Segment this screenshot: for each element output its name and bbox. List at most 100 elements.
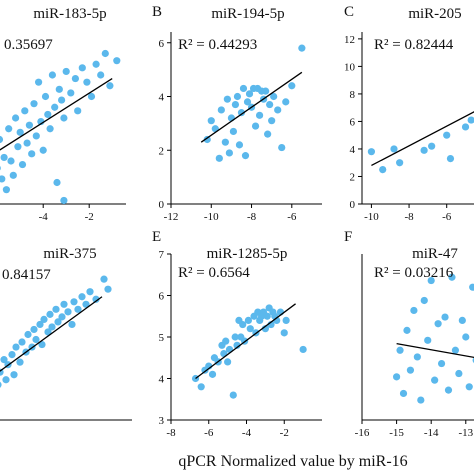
data-point [223,95,231,103]
data-point [38,340,46,349]
plot-area [191,303,307,399]
data-point [462,333,470,341]
panel-title: miR-205 [408,6,461,22]
y-tick-label: 4 [159,92,165,104]
x-tick-label: -6 [442,211,452,223]
data-point [263,312,271,320]
y-tick-label: 8 [350,89,356,101]
data-point [255,111,264,119]
data-point [74,107,82,115]
panel-title: miR-183-5p [33,6,106,22]
data-point [87,92,96,101]
data-point [203,135,211,144]
y-tick-label: 10 [344,61,356,73]
data-point [92,295,100,303]
data-point [44,110,52,119]
x-tick-label: -14 [424,427,439,439]
data-point [67,89,75,97]
data-point [82,300,90,308]
data-point [231,100,240,109]
data-point [32,132,40,140]
data-point [451,346,460,354]
data-point [46,125,54,133]
scatter-panel: -16 -15 -14 -13 miR-47 F R² = 0.03216 [344,229,474,439]
data-point [245,90,254,98]
data-point [427,276,435,285]
data-point [406,366,415,374]
trend-line [0,78,113,151]
data-point [58,96,66,104]
data-point [399,389,408,398]
data-point [78,293,86,301]
data-point [282,316,290,324]
data-point [44,328,52,336]
panel-title: miR-375 [43,246,96,262]
data-point [410,306,418,315]
x-tick-label: -8 [166,427,176,439]
data-point [233,92,242,101]
data-point [9,171,17,179]
data-point [55,85,63,93]
data-point [461,123,470,131]
data-point [431,376,439,384]
data-point [446,154,455,163]
x-tick-label: -6 [287,211,297,223]
r-squared-label: R² = 0.6564 [178,265,250,281]
data-point [5,125,13,133]
data-point [437,359,446,368]
data-point [24,330,32,339]
data-point [0,135,4,144]
data-point [262,87,270,95]
data-point [244,316,252,324]
x-tick-label: -10 [364,211,379,223]
data-point [18,338,26,346]
data-point [264,130,272,138]
r-squared-label: R² = 0.44293 [178,37,257,53]
data-point [246,325,254,333]
y-tick-label: 3 [159,415,165,427]
plot-area [392,273,474,404]
x-tick-label: -13 [458,427,473,439]
data-point [25,121,33,129]
x-tick-label: -10 [204,211,219,223]
x-tick-label: -8 [247,211,257,223]
data-point [298,44,306,52]
data-point [0,153,8,162]
data-point [68,320,76,329]
trend-line [396,343,474,359]
data-point [86,288,94,296]
data-point [74,305,82,313]
r-squared-label: 0.84157 [2,267,51,283]
panel-title: miR-1285-5p [207,246,288,262]
data-point [231,333,239,341]
data-point [229,391,237,399]
data-point [12,114,20,122]
figure-xlabel: qPCR Normalized value by miR-16 [178,453,407,470]
data-point [270,92,278,101]
data-point [392,373,401,381]
data-point [288,82,296,90]
data-point [14,143,22,151]
data-point [10,371,18,379]
data-point [2,376,10,384]
panel-letter: B [152,4,162,20]
data-point [53,178,61,187]
data-point [243,98,252,106]
data-point [215,154,223,162]
data-point [224,358,232,366]
data-point [21,107,29,115]
panel-letter: F [344,229,352,245]
data-point [28,150,36,158]
data-point [30,100,38,108]
y-tick-label: 4 [350,144,356,156]
x-tick-label: -16 [355,427,370,439]
data-point [101,49,109,58]
data-point [390,145,398,153]
y-tick-label: 6 [159,38,165,50]
data-point [434,320,442,328]
y-tick-label: 2 [159,145,165,157]
data-point [237,109,246,117]
data-point [2,186,10,194]
data-point [217,106,225,114]
data-point [266,100,274,109]
